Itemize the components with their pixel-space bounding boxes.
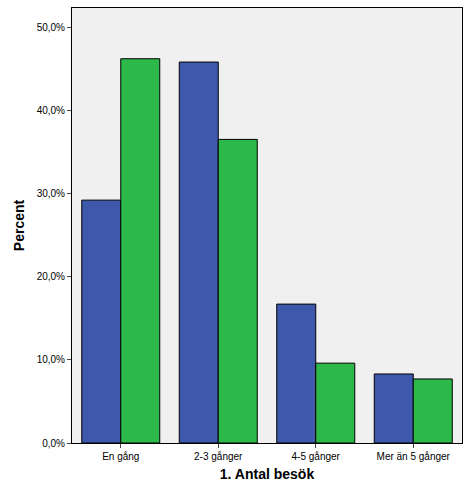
- svg-text:4-5 gånger: 4-5 gånger: [292, 451, 341, 462]
- svg-text:2-3 gånger: 2-3 gånger: [194, 451, 243, 462]
- svg-text:30,0%: 30,0%: [37, 188, 65, 199]
- svg-text:20,0%: 20,0%: [37, 271, 65, 282]
- svg-text:1. Antal besök: 1. Antal besök: [220, 466, 315, 482]
- svg-text:50,0%: 50,0%: [37, 22, 65, 33]
- svg-text:0,0%: 0,0%: [42, 438, 65, 449]
- svg-text:40,0%: 40,0%: [37, 105, 65, 116]
- svg-text:En gång: En gång: [102, 451, 139, 462]
- svg-text:10,0%: 10,0%: [37, 354, 65, 365]
- svg-text:Percent: Percent: [11, 199, 27, 251]
- svg-text:Mer än 5 gånger: Mer än 5 gånger: [377, 451, 451, 462]
